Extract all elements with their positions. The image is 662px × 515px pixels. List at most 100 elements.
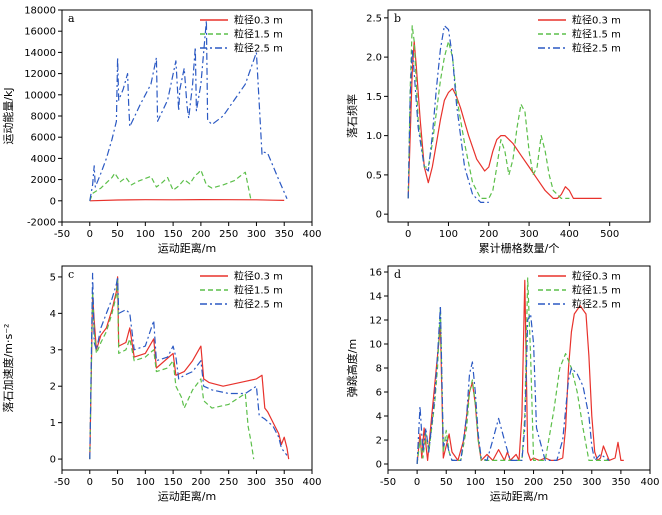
x-tick-label: 300 [247,229,266,240]
x-tick-label: 100 [439,229,458,240]
legend-label: 粒径1.5 m [234,284,283,297]
series-line-1 [89,169,252,202]
y-tick-label: 4000 [31,154,56,165]
x-tick-label: 50 [440,477,453,488]
y-tick-label: 14 [369,292,382,303]
x-tick-label: 200 [191,477,210,488]
y-tick-label: 14000 [24,48,56,59]
plot-frame [387,9,651,223]
legend-label: 粒径1.5 m [234,28,283,41]
x-tick-label: 250 [219,477,238,488]
x-axis-title: 运动距离/m [158,489,216,503]
x-tick-label: 350 [275,477,294,488]
y-tick-label: 2 [376,436,382,447]
y-tick-label: 3 [50,345,56,356]
series-line-0 [89,276,290,460]
y-tick-label: 5 [50,272,56,283]
legend-label: 粒径2.5 m [572,298,621,311]
y-tick-label: 6 [376,388,382,399]
y-axis-title: 落石频率 [345,94,359,138]
x-tick-label: 150 [164,229,183,240]
y-tick-label: 1 [50,418,56,429]
legend-label: 粒径0.3 m [234,270,283,283]
legend-label: 粒径0.3 m [572,270,621,283]
x-tick-label: 250 [553,477,572,488]
series-line-1 [89,280,255,460]
y-tick-label: 0 [376,210,382,221]
y-tick-label: 2 [50,382,56,393]
legend-label: 粒径1.5 m [572,284,621,297]
y-tick-label: 1.5 [366,92,382,103]
x-tick-label: 350 [611,477,630,488]
x-tick-label: 300 [247,477,266,488]
legend-label: 粒径1.5 m [572,28,621,41]
x-tick-label: 200 [191,229,210,240]
y-axis-title: 落石加速度/m·s⁻² [1,324,15,413]
x-tick-label: 0 [87,229,93,240]
y-axis-title: 弹跳高度/m [345,339,359,397]
y-tick-label: -2000 [27,218,56,229]
chart-panel-d: -50 0 50 100 150 200 250 300 350 400 0 2 4 6 8 10 12 14 16… [345,265,660,503]
x-axis-title: 累计栅格数量/个 [479,241,560,255]
x-tick-label: 50 [111,477,124,488]
legend-label: 粒径2.5 m [572,42,621,55]
y-tick-label: 10000 [24,90,56,101]
plot-frame [61,265,313,471]
x-tick-label: -50 [380,477,396,488]
x-tick-label: 200 [524,477,543,488]
y-tick-label: 4 [50,309,56,320]
y-tick-label: 8000 [31,112,56,123]
x-tick-label: -50 [54,229,70,240]
x-tick-label: 100 [466,477,485,488]
x-tick-label: -50 [54,477,70,488]
legend-label: 粒径0.3 m [234,14,283,27]
x-axis-title: 运动距离/m [158,241,216,255]
x-tick-label: 250 [219,229,238,240]
x-tick-label: 400 [560,229,579,240]
series-line-0 [407,40,602,199]
series-line-2 [407,25,489,203]
x-tick-label: 0 [414,477,420,488]
chart-panel-c: -50 0 50 100 150 200 250 300 350 400 0 1 2 3 4 5 运动距离/m 落… [1,265,322,503]
x-tick-label: 200 [479,229,498,240]
series-line-0 [89,199,285,202]
x-tick-label: 0 [87,477,93,488]
x-tick-label: 100 [136,229,155,240]
x-tick-label: 100 [136,477,155,488]
y-tick-label: 2.5 [366,13,382,24]
panel-letter: c [68,268,74,281]
x-tick-label: 400 [640,477,659,488]
chart-panel-b: 0 100 200 300 400 500 0 0.5 1.0 1.5 2.0 2.5 累计栅格数量/个… [345,9,651,255]
x-tick-label: 500 [600,229,619,240]
y-tick-label: 18000 [24,6,56,17]
y-tick-label: 8 [376,364,382,375]
x-tick-label: 400 [302,477,321,488]
y-tick-label: 10 [369,340,382,351]
y-tick-label: 12000 [24,69,56,80]
plot-frame [61,9,313,223]
y-tick-label: 12 [369,316,382,327]
y-tick-label: 6000 [31,133,56,144]
x-tick-label: 50 [111,229,124,240]
x-tick-label: 0 [405,229,411,240]
y-axis-title: 运动能量/kJ [1,87,15,144]
legend-label: 粒径2.5 m [234,298,283,311]
x-tick-label: 400 [302,229,321,240]
legend-label: 粒径0.3 m [572,14,621,27]
series-line-1 [407,25,570,199]
y-tick-label: 1.0 [366,131,382,142]
x-axis-title: 运动距离/m [490,489,548,503]
panel-letter: b [394,12,401,25]
y-tick-label: 0 [50,196,56,207]
y-tick-label: 16000 [24,27,56,38]
x-tick-label: 350 [275,229,294,240]
y-tick-label: 0 [376,460,382,471]
x-tick-label: 150 [495,477,514,488]
series-line-2 [416,305,610,465]
panel-letter: a [68,12,75,25]
